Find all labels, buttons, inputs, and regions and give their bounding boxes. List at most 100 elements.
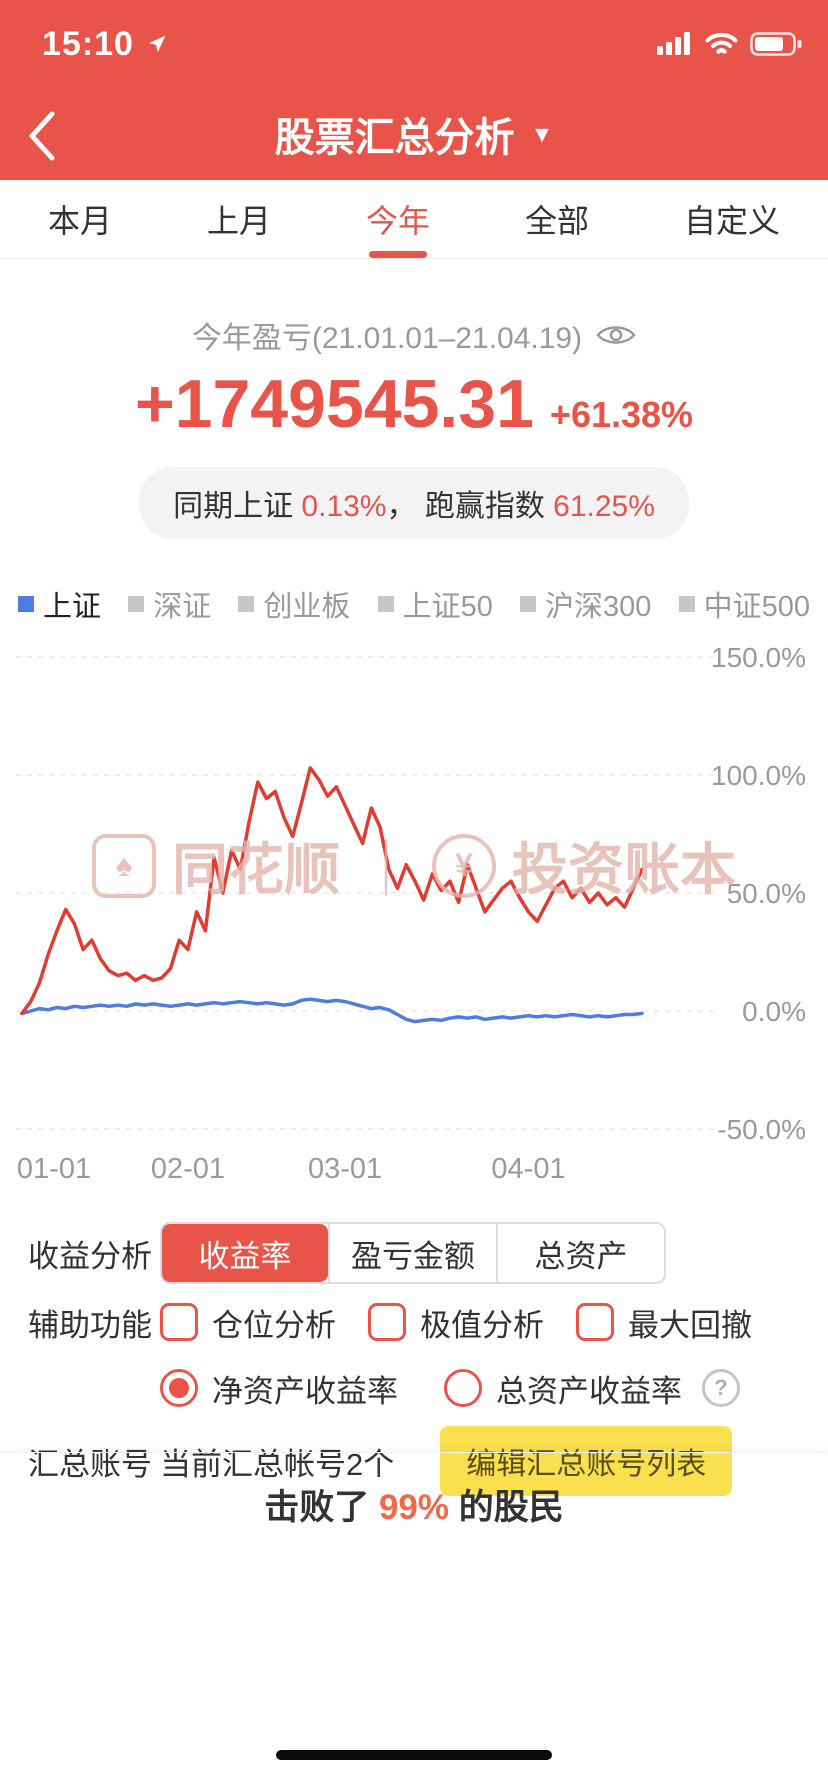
checkbox-extreme-analysis[interactable]: 极值分析 <box>368 1300 544 1345</box>
checkbox-label: 仓位分析 <box>212 1307 336 1343</box>
x-axis-label: 03-01 <box>308 1153 382 1185</box>
chart-container: 150.0% 100.0% 50.0% 0.0% -50.0% 01-01 02-01 03-… <box>0 629 828 1194</box>
status-right <box>657 32 802 56</box>
legend-item-sse[interactable]: 上证 <box>18 583 101 625</box>
benchmark-row: 同期上证 0.13%， 跑赢指数 61.25% <box>0 467 828 539</box>
tab-custom[interactable]: 自定义 <box>684 180 780 258</box>
legend-item-csi300[interactable]: 沪深300 <box>520 583 651 625</box>
segment-profit-amount[interactable]: 盈亏金额 <box>328 1224 496 1282</box>
dropdown-caret-icon: ▼ <box>530 120 554 147</box>
analysis-label: 收益分析 <box>28 1238 152 1274</box>
aux-radio-row: 净资产收益率 总资产收益率? <box>0 1360 828 1416</box>
profit-chart[interactable]: 150.0% 100.0% 50.0% 0.0% -50.0% 01-01 02-01 03-… <box>0 629 828 1189</box>
status-bar: 15:10 <box>0 0 828 88</box>
tab-bar: 本月 上月 今年 全部 自定义 <box>0 180 828 259</box>
tab-label: 上月 <box>206 203 271 239</box>
legend-item-szse[interactable]: 深证 <box>128 583 211 625</box>
location-arrow-icon <box>148 35 166 53</box>
benchmark-percent: 0.13% <box>301 490 387 523</box>
radio-net-asset-return[interactable]: 净资产收益率 <box>160 1366 398 1411</box>
analysis-row: 收益分析 收益率 盈亏金额 总资产 <box>0 1222 828 1284</box>
tab-label: 自定义 <box>683 203 780 239</box>
back-button[interactable] <box>22 104 60 171</box>
period-row: 今年盈亏(21.01.01–21.04.19) <box>0 313 828 357</box>
aux-label: 辅助功能 <box>28 1307 152 1343</box>
legend-label: 上证50 <box>402 591 493 623</box>
profit-row: +1749545.31 +61.38% <box>0 365 828 443</box>
controls-section: 收益分析 收益率 盈亏金额 总资产 辅助功能 仓位分析 极值分析 最大回撤 净资产收益率… <box>0 1194 828 1496</box>
tab-this-year[interactable]: 今年 <box>366 180 430 258</box>
radio-button[interactable] <box>160 1369 198 1407</box>
checkbox-label: 最大回撤 <box>628 1307 752 1343</box>
tab-label: 全部 <box>524 203 589 239</box>
legend-swatch <box>18 596 34 612</box>
aux-row: 辅助功能 仓位分析 极值分析 最大回撤 <box>0 1294 828 1350</box>
segment-total-assets[interactable]: 总资产 <box>496 1224 664 1282</box>
benchmark-middle: ， 跑赢指数 <box>386 490 554 523</box>
y-axis-label: 100.0% <box>711 760 806 791</box>
x-axis-label: 01-01 <box>17 1153 91 1185</box>
battery-icon <box>750 32 802 56</box>
eye-toggle-icon[interactable] <box>596 322 636 348</box>
aux-checkboxes: 仓位分析 极值分析 最大回撤 <box>160 1300 828 1345</box>
segment-rate-of-return[interactable]: 收益率 <box>162 1224 328 1282</box>
status-left: 15:10 <box>42 25 168 64</box>
tab-label: 本月 <box>48 203 113 239</box>
summary-section: 今年盈亏(21.01.01–21.04.19) +1749545.31 +61.… <box>0 313 828 539</box>
legend-swatch <box>520 596 536 612</box>
aux-radios: 净资产收益率 总资产收益率? <box>160 1366 740 1411</box>
checkbox-position-analysis[interactable]: 仓位分析 <box>160 1300 336 1345</box>
back-chevron-icon <box>29 111 55 161</box>
y-axis-label: 0.0% <box>742 996 806 1027</box>
help-icon[interactable]: ? <box>702 1369 740 1407</box>
legend-item-chinext[interactable]: 创业板 <box>238 583 350 625</box>
beat-suffix: 的股民 <box>449 1488 564 1527</box>
checkbox-box[interactable] <box>576 1303 614 1341</box>
page-title-dropdown[interactable]: 股票汇总分析 ▼ <box>275 105 554 163</box>
legend-swatch <box>128 596 145 612</box>
checkbox-box[interactable] <box>368 1303 406 1341</box>
legend-label: 中证500 <box>703 591 810 623</box>
period-label: 今年盈亏(21.01.01–21.04.19) <box>191 322 583 355</box>
checkbox-box[interactable] <box>160 1303 198 1341</box>
tab-all[interactable]: 全部 <box>525 180 589 258</box>
edit-accounts-button[interactable]: 编辑汇总账号列表 <box>440 1426 733 1496</box>
profit-amount: +1749545.31 <box>134 366 534 442</box>
active-tab-underline <box>368 251 427 258</box>
page-title: 股票汇总分析 <box>274 116 515 160</box>
status-time: 15:10 <box>42 24 134 63</box>
profit-percent: +61.38% <box>549 394 694 435</box>
legend-swatch <box>678 596 695 612</box>
y-axis-label: 50.0% <box>727 878 806 909</box>
app-header: 15:10 股票汇总分析 ▼ <box>0 0 828 180</box>
tab-this-month[interactable]: 本月 <box>48 180 112 258</box>
beat-prefix: 击败了 <box>264 1488 379 1527</box>
home-indicator[interactable] <box>276 1750 552 1760</box>
checkbox-max-drawdown[interactable]: 最大回撤 <box>576 1300 752 1345</box>
series-sse-index <box>20 997 644 1024</box>
legend-swatch <box>377 596 394 612</box>
cellular-signal-icon <box>657 32 690 55</box>
legend-label: 上证 <box>43 591 102 623</box>
legend-label: 沪深300 <box>545 591 652 623</box>
radio-label: 净资产收益率 <box>212 1373 398 1409</box>
radio-total-asset-return[interactable]: 总资产收益率? <box>444 1366 740 1411</box>
y-axis-label: 150.0% <box>711 642 806 673</box>
legend-swatch <box>238 596 255 612</box>
checkbox-label: 极值分析 <box>420 1307 544 1343</box>
legend-label: 深证 <box>153 591 212 623</box>
beat-percent: 99% <box>378 1488 450 1527</box>
radio-button[interactable] <box>444 1369 482 1407</box>
tab-last-month[interactable]: 上月 <box>207 180 271 258</box>
legend-item-sse50[interactable]: 上证50 <box>377 583 493 625</box>
benchmark-prefix: 同期上证 <box>173 490 302 523</box>
wifi-icon <box>705 32 738 54</box>
beat-banner: 击败了 99% 的股民 <box>0 1452 828 1530</box>
tab-label: 今年 <box>365 203 430 239</box>
x-axis-label: 04-01 <box>491 1153 565 1185</box>
legend-label: 创业板 <box>263 591 351 623</box>
series-my-return <box>20 766 644 1016</box>
index-legend: 上证 深证 创业板 上证50 沪深300 中证500 <box>0 583 828 625</box>
legend-item-csi500[interactable]: 中证500 <box>678 583 810 625</box>
